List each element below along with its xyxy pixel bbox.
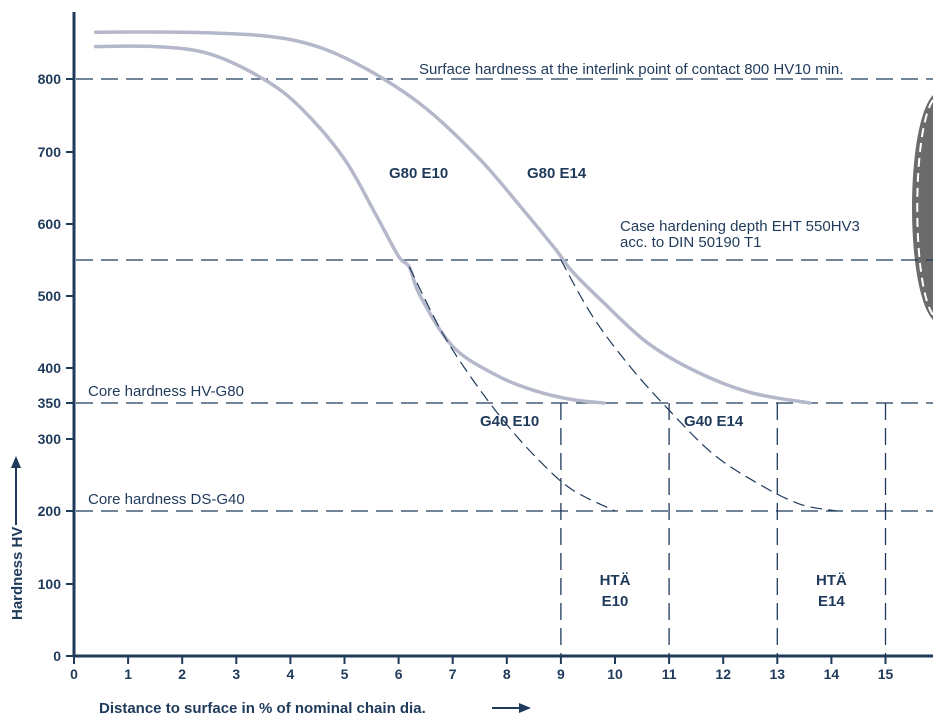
y-tick-label: 0 <box>53 648 61 664</box>
x-tick-label: 4 <box>287 666 295 682</box>
series-label: G40 E10 <box>480 413 539 430</box>
chain-link-icon <box>912 95 933 320</box>
x-tick-label: 11 <box>662 666 677 682</box>
y-tick-label: 350 <box>38 395 62 411</box>
x-tick-label: 7 <box>449 666 457 682</box>
series-label: G80 E14 <box>527 165 587 182</box>
y-axis-title: Hardness HV <box>9 456 26 620</box>
x-tick-label: 0 <box>70 666 78 682</box>
x-tick-label: 2 <box>178 666 186 682</box>
series-label: G80 E10 <box>389 165 448 182</box>
y-tick-label: 800 <box>38 71 62 87</box>
y-tick-label: 200 <box>38 503 62 519</box>
y-axis-label: Hardness HV <box>9 527 26 620</box>
x-axis-title: Distance to surface in % of nominal chai… <box>99 700 531 717</box>
y-tick-label: 600 <box>38 216 62 232</box>
series-line <box>93 30 812 405</box>
chart-text: Surface hardness at the interlink point … <box>38 61 894 682</box>
series-line <box>560 259 838 512</box>
curves <box>93 30 838 512</box>
reference-lines <box>76 78 933 656</box>
y-axis-arrowhead-icon <box>11 456 21 468</box>
zone-label: E10 <box>602 593 629 610</box>
x-tick-label: 1 <box>124 666 132 682</box>
reference-line-label: Core hardness DS-G40 <box>88 491 245 508</box>
x-tick-label: 14 <box>824 666 840 682</box>
reference-line-label: Surface hardness at the interlink point … <box>419 61 843 78</box>
x-tick-label: 9 <box>557 666 565 682</box>
x-tick-label: 8 <box>503 666 511 682</box>
zone-label: HTÄ <box>816 572 847 589</box>
y-tick-label: 500 <box>38 288 62 304</box>
y-tick-label: 300 <box>38 431 62 447</box>
series-label: G40 E14 <box>684 413 744 430</box>
x-tick-label: 10 <box>607 666 623 682</box>
x-tick-label: 5 <box>341 666 349 682</box>
reference-line-label: acc. to DIN 50190 T1 <box>620 234 761 251</box>
zone-label: E14 <box>818 593 845 610</box>
x-tick-label: 3 <box>232 666 240 682</box>
x-tick-label: 13 <box>770 666 786 682</box>
reference-line-label: Core hardness HV-G80 <box>88 383 244 400</box>
zone-label: HTÄ <box>600 572 631 589</box>
x-axis-label: Distance to surface in % of nominal chai… <box>99 700 426 717</box>
x-tick-label: 15 <box>878 666 894 682</box>
x-axis-arrowhead-icon <box>519 703 531 713</box>
x-tick-label: 12 <box>715 666 731 682</box>
series-line <box>408 266 616 512</box>
y-tick-label: 400 <box>38 360 62 376</box>
reference-line-label: Case hardening depth EHT 550HV3 <box>620 218 860 235</box>
series-line <box>93 44 606 405</box>
y-tick-label: 700 <box>38 144 62 160</box>
x-tick-label: 6 <box>395 666 403 682</box>
y-tick-label: 100 <box>38 576 62 592</box>
tick-marks <box>66 78 887 664</box>
